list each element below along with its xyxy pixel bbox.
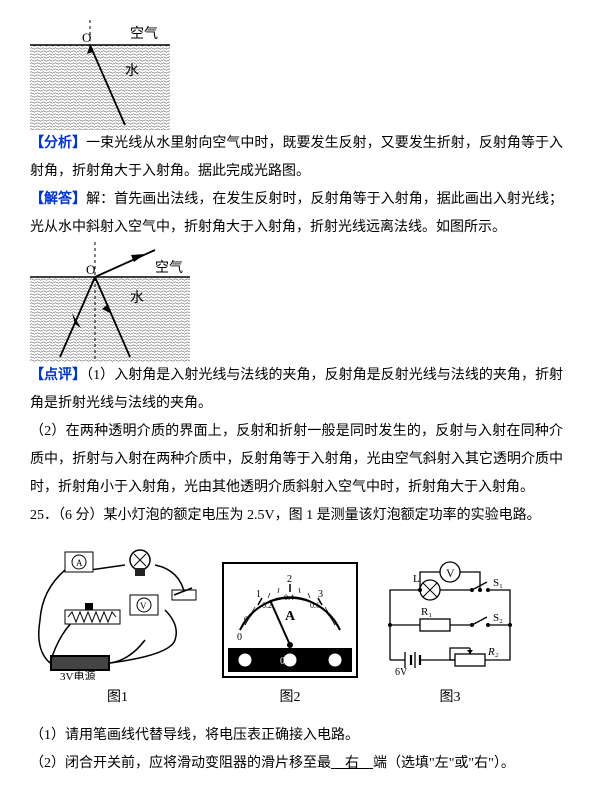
svg-text:V: V xyxy=(140,601,147,611)
svg-text:L: L xyxy=(413,573,420,585)
solution-label: 【解答】 xyxy=(30,192,86,207)
solution-para: 【解答】解：首先画出法线，在发生反射时，反射角等于入射角，据此画出入射光线；光从… xyxy=(30,186,563,242)
fig2-label: 图2 xyxy=(220,684,360,712)
power-label: 3V电源 xyxy=(60,669,95,680)
comment-label: 【点评】 xyxy=(30,368,86,383)
q25-sub2: （2）闭合开关前，应将滑动变阻器的滑片移至最 右 端（选填"左"或"右"）。 xyxy=(30,750,563,778)
o-label: O xyxy=(82,30,91,45)
refraction-diagram-1: O 空气 水 xyxy=(30,20,563,130)
svg-text:A: A xyxy=(285,609,296,624)
q25-sub1: （1）请用笔画线代替导线，将电压表正确接入电路。 xyxy=(30,722,563,750)
svg-text:S₂: S₂ xyxy=(493,612,503,624)
svg-text:R₁: R₁ xyxy=(421,606,432,618)
air-label: 空气 xyxy=(130,26,158,42)
svg-text:−: − xyxy=(241,653,248,667)
solution-text: 解：首先画出法线，在发生反射时，反射角等于入射角，据此画出入射光线；光从水中斜射… xyxy=(30,192,563,235)
svg-text:3: 3 xyxy=(318,589,323,600)
blank-answer: 右 xyxy=(331,756,373,771)
svg-text:A: A xyxy=(76,558,83,568)
svg-text:2: 2 xyxy=(287,574,292,585)
svg-text:0.6: 0.6 xyxy=(280,656,293,667)
svg-text:0: 0 xyxy=(237,632,242,643)
svg-text:S₁: S₁ xyxy=(493,577,503,589)
svg-text:0.6: 0.6 xyxy=(310,601,320,610)
comment-text2: （2）在两种透明介质的界面上，反射和折射一般是同时发生的，反射与入射在同种介质中… xyxy=(30,424,563,495)
q25-num: 25．（6 分） xyxy=(30,508,104,523)
svg-text:6V: 6V xyxy=(395,667,408,678)
analysis-text: 一束光线从水里射向空气中时，既要发生反射，又要发生折射，反射角等于入射角，折射角… xyxy=(30,136,563,179)
o-label-2: O xyxy=(86,262,95,277)
analysis-para: 【分析】一束光线从水里射向空气中时，既要发生反射，又要发生折射，反射角等于入射角… xyxy=(30,130,563,186)
q25-text: 某小灯泡的额定电压为 2.5V，图 1 是测量该灯泡额定功率的实验电路。 xyxy=(104,508,541,523)
comment-p2: （2）在两种透明介质的界面上，反射和折射一般是同时发生的，反射与入射在同种介质中… xyxy=(30,418,563,502)
svg-text:0.4: 0.4 xyxy=(284,593,294,602)
svg-text:0: 0 xyxy=(244,615,248,624)
q25-stem: 25．（6 分）某小灯泡的额定电压为 2.5V，图 1 是测量该灯泡额定功率的实… xyxy=(30,502,563,530)
air-label-2: 空气 xyxy=(155,260,183,276)
comment-text1: （1）入射角是入射光线与法线的夹角，反射角是反射光线与法线的夹角，折射角是折射光… xyxy=(30,368,563,411)
figure-1: 3V电源 A V 图1 xyxy=(30,540,205,712)
figure-2: 0 1 2 3 0 0.2 0.4 0.6 A − 0.6 3 图2 xyxy=(220,560,360,712)
svg-text:3: 3 xyxy=(332,655,338,667)
water-label-2: 水 xyxy=(130,290,144,306)
fig1-label: 图1 xyxy=(30,684,205,712)
refraction-diagram-2: O 空气 水 xyxy=(30,242,563,362)
svg-text:R₂: R₂ xyxy=(487,646,499,658)
analysis-label: 【分析】 xyxy=(30,136,86,151)
svg-text:V: V xyxy=(446,566,455,580)
comment-p1: 【点评】（1）入射角是入射光线与法线的夹角，反射角是反射光线与法线的夹角，折射角… xyxy=(30,362,563,418)
fig3-label: 图3 xyxy=(375,684,525,712)
figure-row: 3V电源 A V 图1 xyxy=(30,540,563,712)
water-label: 水 xyxy=(125,63,139,79)
svg-text:1: 1 xyxy=(256,589,261,600)
figure-3: V L S₁ R₁ S₂ 6V xyxy=(375,560,525,712)
